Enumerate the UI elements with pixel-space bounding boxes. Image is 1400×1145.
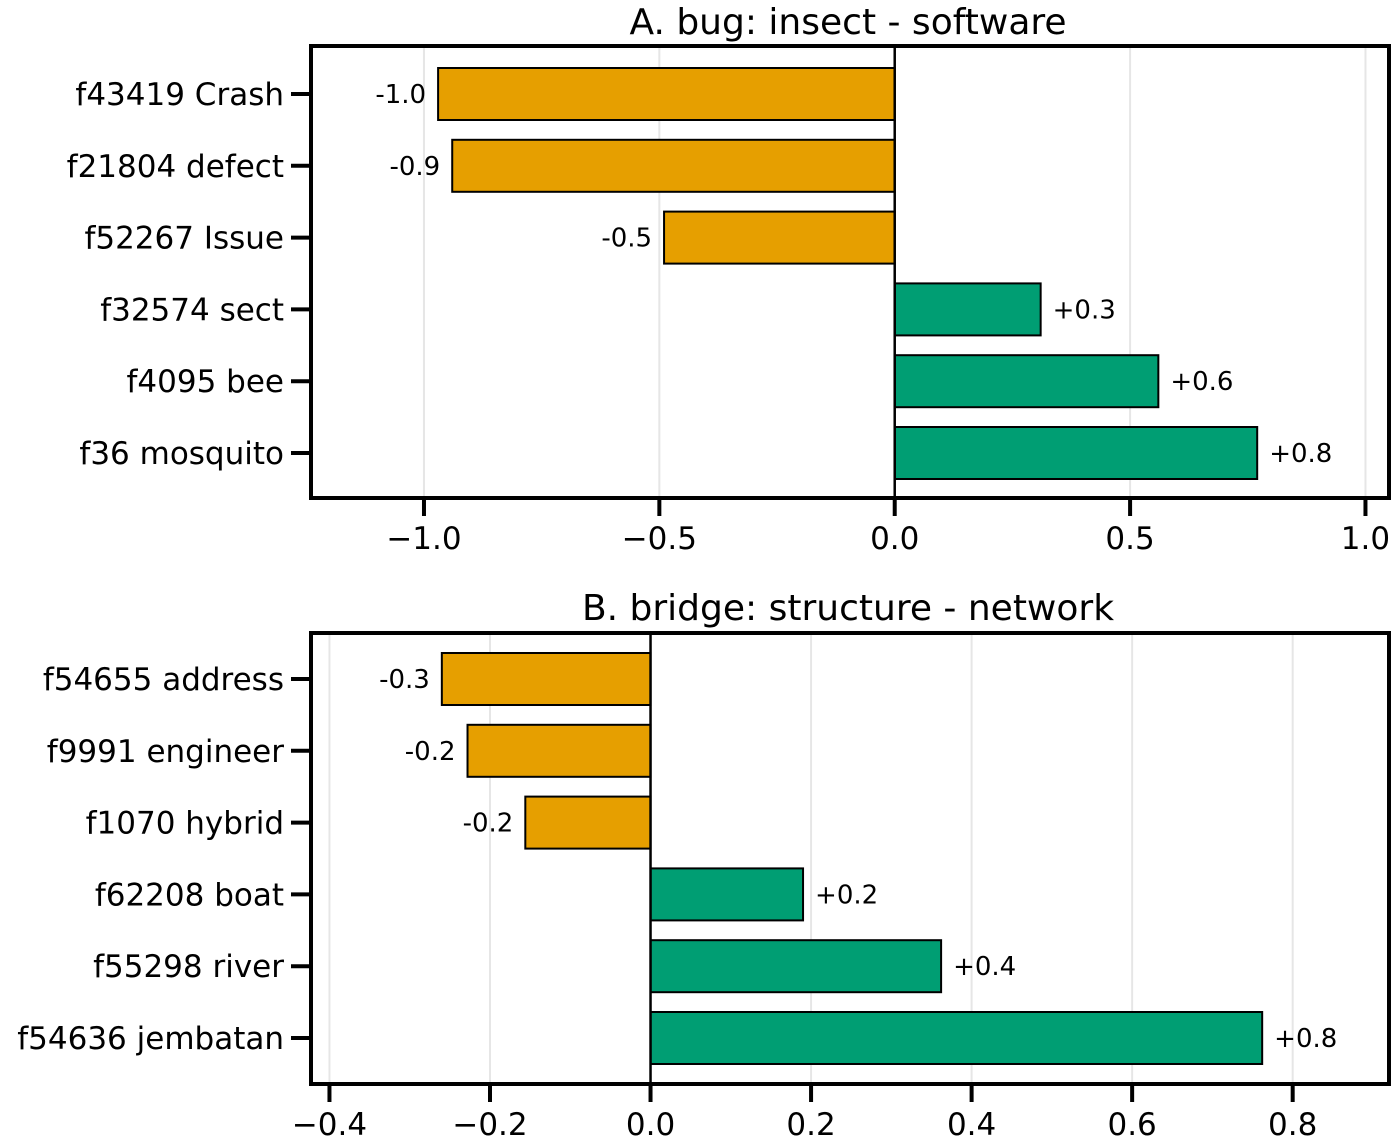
bar-a-3	[893, 282, 1042, 337]
xtick-label-b-5: 0.6	[1107, 1107, 1156, 1143]
plot-frame-b	[309, 631, 1391, 1086]
bar-a-0	[437, 67, 896, 121]
bars-b: -0.3 f54655 address -0.2 f9991 engineer -0.2…	[17, 631, 1391, 1143]
data-label-a-5: +0.8	[1269, 439, 1332, 469]
chart-title-a: A. bug: insect - software	[629, 2, 1066, 43]
xtick-label-a-3: 0.5	[1105, 521, 1154, 557]
category-label-b-0: f54655 address	[43, 662, 284, 698]
xtick-label-a-0: −1.0	[386, 521, 461, 557]
data-label-b-2: -0.2	[463, 809, 514, 839]
category-label-a-4: f4095 bee	[127, 364, 284, 400]
bar-b-3	[649, 867, 805, 922]
category-label-a-1: f21804 defect	[67, 149, 284, 185]
chart-title-b: B. bridge: structure - network	[582, 588, 1114, 629]
data-label-a-2: -0.5	[601, 224, 652, 254]
bar-b-2	[524, 795, 652, 850]
data-label-b-4: +0.4	[953, 952, 1016, 982]
data-label-a-4: +0.6	[1170, 367, 1233, 397]
category-label-b-4: f55298 river	[93, 949, 284, 985]
bar-b-5	[649, 1011, 1264, 1065]
data-label-a-1: -0.9	[389, 152, 440, 182]
data-label-b-3: +0.2	[815, 880, 878, 910]
category-label-b-2: f1070 hybrid	[86, 806, 284, 842]
data-label-a-0: -1.0	[375, 80, 426, 110]
xtick-label-b-6: 0.8	[1268, 1107, 1317, 1143]
category-label-a-5: f36 mosquito	[79, 436, 284, 472]
bar-a-4	[893, 354, 1160, 409]
category-label-b-1: f9991 engineer	[47, 734, 284, 770]
xtick-label-b-4: 0.4	[947, 1107, 996, 1143]
bar-a-5	[893, 426, 1259, 480]
data-label-b-0: -0.3	[379, 665, 430, 695]
data-label-b-1: -0.2	[405, 737, 456, 767]
xtick-label-b-2: 0.0	[626, 1107, 675, 1143]
xtick-label-b-0: −0.4	[292, 1107, 367, 1143]
xtick-label-a-2: 0.0	[870, 521, 919, 557]
bars-a: -1.0 f43419 Crash -0.9 f21804 defect -0.5 f52…	[67, 44, 1391, 557]
bar-b-1	[466, 723, 652, 778]
data-label-a-3: +0.3	[1053, 295, 1116, 325]
category-label-a-3: f32574 sect	[100, 292, 284, 328]
xtick-label-b-3: 0.2	[786, 1107, 835, 1143]
bar-b-0	[440, 652, 652, 706]
bar-b-4	[649, 939, 943, 994]
category-label-a-2: f52267 Issue	[84, 221, 284, 257]
chart-panel-b: B. bridge: structure - network -0.3 f5465…	[17, 588, 1391, 1143]
category-label-b-3: f62208 boat	[95, 877, 284, 913]
chart-panel-a: A. bug: insect - software -1.0 f43419 Cra…	[67, 2, 1391, 557]
bar-a-1	[451, 138, 896, 193]
category-label-a-0: f43419 Crash	[75, 77, 284, 113]
plot-frame-a	[309, 44, 1391, 500]
xtick-label-b-1: −0.2	[452, 1107, 527, 1143]
xtick-label-a-4: 1.0	[1341, 521, 1390, 557]
xtick-label-a-1: −0.5	[622, 521, 697, 557]
data-label-b-5: +0.8	[1274, 1024, 1337, 1054]
bar-a-2	[663, 210, 896, 265]
category-label-b-5: f54636 jembatan	[17, 1021, 284, 1057]
